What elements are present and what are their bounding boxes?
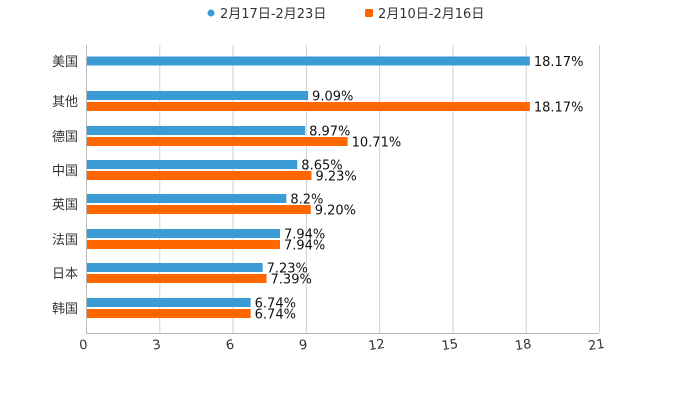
bar-0-7[interactable] — [87, 298, 251, 307]
y-tick-label-1: 其他 — [52, 95, 78, 110]
y-tick-label-7: 韩国 — [52, 302, 78, 317]
bar-0-6[interactable] — [87, 263, 263, 272]
bar-1-3[interactable] — [87, 171, 312, 180]
bars — [87, 56, 530, 318]
data-label-0-2: 8.97% — [309, 125, 350, 140]
legend-marker-0 — [207, 9, 215, 17]
bar-0-0[interactable] — [87, 56, 530, 66]
data-label-0-4: 8.2% — [290, 193, 323, 208]
data-label-1-6: 7.39% — [271, 273, 312, 288]
data-label-1-4: 9.20% — [315, 204, 356, 219]
bar-1-2[interactable] — [87, 137, 348, 146]
bar-1-6[interactable] — [87, 274, 267, 283]
x-tick-label-12: 12 — [367, 337, 385, 354]
y-tick-label-6: 日本 — [52, 267, 78, 282]
bar-0-3[interactable] — [87, 160, 298, 169]
x-tick-label-21: 21 — [587, 337, 605, 354]
y-tick-label-4: 英国 — [52, 198, 78, 213]
legend-marker-1 — [365, 9, 373, 17]
bar-0-4[interactable] — [87, 194, 287, 203]
legend-label-1[interactable]: 2月10日-2月16日 — [378, 7, 484, 22]
data-label-0-1: 9.09% — [312, 90, 353, 105]
bar-0-5[interactable] — [87, 229, 280, 238]
data-labels: 18.17% 9.09% 18.17% 8.97%10.71% 8.65%9.23% 8.… — [255, 55, 584, 323]
legend-label-0[interactable]: 2月17日-2月23日 — [220, 7, 326, 22]
data-label-1-2: 10.71% — [352, 136, 402, 151]
x-tick-label-15: 15 — [441, 337, 459, 354]
bar-1-7[interactable] — [87, 309, 251, 318]
data-label-0-6: 7.23% — [267, 262, 308, 277]
y-tick-label-2: 德国 — [52, 130, 78, 145]
data-label-1-1: 18.17% — [534, 101, 584, 116]
data-label-1-7: 6.74% — [255, 308, 296, 323]
data-label-1-5: 7.94% — [284, 239, 325, 254]
x-tick-label-3: 3 — [152, 338, 162, 354]
data-label-0-3: 8.65% — [301, 159, 342, 174]
bar-1-5[interactable] — [87, 240, 280, 249]
bar-1-4[interactable] — [87, 205, 311, 214]
y-tick-label-0: 美国 — [52, 55, 78, 70]
data-label-1-3: 9.23% — [315, 170, 356, 185]
x-tick-label-18: 18 — [514, 337, 532, 354]
x-tick-label-9: 9 — [298, 338, 308, 354]
x-tick-label-0: 0 — [78, 338, 88, 354]
y-tick-label-3: 中国 — [52, 164, 78, 179]
grid-lines — [86, 45, 600, 333]
bar-1-1[interactable] — [87, 102, 530, 111]
data-label-0-7: 6.74% — [255, 297, 296, 312]
data-label-0-5: 7.94% — [284, 228, 325, 243]
bar-0-1[interactable] — [87, 91, 309, 100]
x-tick-label-6: 6 — [225, 338, 235, 354]
bar-0-2[interactable] — [87, 126, 306, 135]
data-label-0-0: 18.17% — [534, 55, 584, 70]
legend: 2月17日-2月23日 2月10日-2月16日 — [207, 7, 484, 22]
y-tick-label-5: 法国 — [52, 233, 78, 248]
